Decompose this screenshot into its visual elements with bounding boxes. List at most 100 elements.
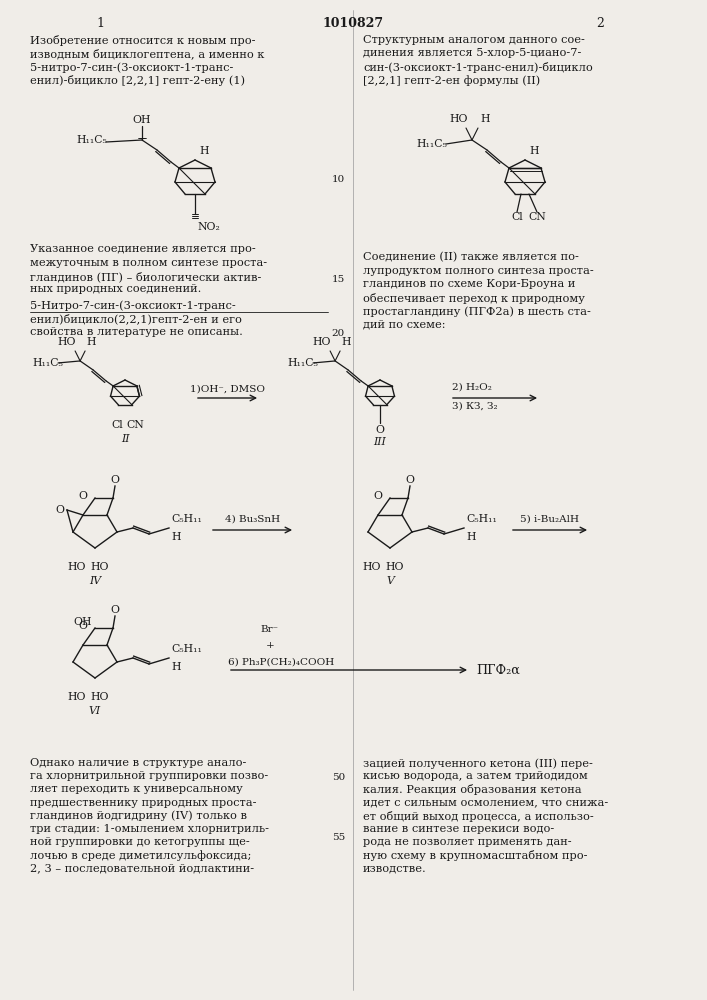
Text: Br⁻: Br⁻ xyxy=(261,625,279,634)
Text: O: O xyxy=(110,475,119,485)
Text: NO₂: NO₂ xyxy=(197,222,220,232)
Text: H₁₁C₅: H₁₁C₅ xyxy=(32,358,63,368)
Text: дий по схеме:: дий по схеме: xyxy=(363,320,445,330)
Text: HO: HO xyxy=(363,562,381,572)
Text: 55: 55 xyxy=(332,834,345,842)
Text: предшественнику природных проста-: предшественнику природных проста- xyxy=(30,798,257,808)
Text: H: H xyxy=(480,114,489,124)
Text: лочью в среде диметилсульфоксида;: лочью в среде диметилсульфоксида; xyxy=(30,850,252,861)
Text: C₅H₁₁: C₅H₁₁ xyxy=(466,514,497,524)
Text: Соединение (II) также является по-: Соединение (II) также является по- xyxy=(363,252,579,262)
Text: син-(3-оксиокт-1-транс-енил)-бицикло: син-(3-оксиокт-1-транс-енил)-бицикло xyxy=(363,62,592,73)
Text: 1: 1 xyxy=(96,17,104,30)
Text: гландинов (ПГ) – биологически актив-: гландинов (ПГ) – биологически актив- xyxy=(30,271,262,282)
Text: H: H xyxy=(86,337,95,347)
Text: V: V xyxy=(386,576,394,586)
Text: HO: HO xyxy=(90,562,110,572)
Text: обеспечивает переход к природному: обеспечивает переход к природному xyxy=(363,292,585,304)
Text: лупродуктом полного синтеза проста-: лупродуктом полного синтеза проста- xyxy=(363,265,594,275)
Text: калия. Реакция образования кетона: калия. Реакция образования кетона xyxy=(363,784,582,795)
Text: O: O xyxy=(406,475,414,485)
Text: H₁₁C₅: H₁₁C₅ xyxy=(416,139,447,149)
Text: C₅H₁₁: C₅H₁₁ xyxy=(171,644,202,654)
Text: 2, 3 – последовательной йодлактини-: 2, 3 – последовательной йодлактини- xyxy=(30,864,254,874)
Text: II: II xyxy=(121,434,129,444)
Text: O: O xyxy=(78,491,87,501)
Text: гландинов йодгидрину (IV) только в: гландинов йодгидрину (IV) только в xyxy=(30,811,247,821)
Text: Cl: Cl xyxy=(111,420,123,430)
Text: HO: HO xyxy=(90,692,110,702)
Text: OH: OH xyxy=(74,617,92,627)
Text: рода не позволяет применять дан-: рода не позволяет применять дан- xyxy=(363,837,572,847)
Text: H: H xyxy=(529,146,539,156)
Text: 6) Ph₃P(CH₂)₄COOH: 6) Ph₃P(CH₂)₄COOH xyxy=(228,658,334,667)
Text: 1010827: 1010827 xyxy=(322,17,384,30)
Text: HO: HO xyxy=(57,337,76,347)
Text: 1)OH⁻, DMSO: 1)OH⁻, DMSO xyxy=(190,385,265,394)
Text: га хлорнитрильной группировки позво-: га хлорнитрильной группировки позво- xyxy=(30,771,268,781)
Text: три стадии: 1-омылением хлорнитриль-: три стадии: 1-омылением хлорнитриль- xyxy=(30,824,269,834)
Text: O: O xyxy=(110,605,119,615)
Text: изводным бициклогептена, а именно к: изводным бициклогептена, а именно к xyxy=(30,48,264,59)
Text: O: O xyxy=(375,425,385,435)
Text: HO: HO xyxy=(450,114,468,124)
Text: VI: VI xyxy=(89,706,101,716)
Text: енил)бицикло(2,2,1)гепт-2-ен и его: енил)бицикло(2,2,1)гепт-2-ен и его xyxy=(30,314,242,324)
Text: 3) КЗ, З₂: 3) КЗ, З₂ xyxy=(452,402,498,411)
Text: Структурным аналогом данного сое-: Структурным аналогом данного сое- xyxy=(363,35,585,45)
Text: H: H xyxy=(466,532,476,542)
Text: 5-Нитро-7-син-(3-оксиокт-1-транс-: 5-Нитро-7-син-(3-оксиокт-1-транс- xyxy=(30,300,235,311)
Text: свойства в литературе не описаны.: свойства в литературе не описаны. xyxy=(30,327,243,337)
Text: зацией полученного кетона (III) пере-: зацией полученного кетона (III) пере- xyxy=(363,758,593,769)
Text: ПГФ₂α: ПГФ₂α xyxy=(476,664,520,676)
Text: Изобретение относится к новым про-: Изобретение относится к новым про- xyxy=(30,35,255,46)
Text: O: O xyxy=(373,491,382,501)
Text: ной группировки до кетогруппы ще-: ной группировки до кетогруппы ще- xyxy=(30,837,250,847)
Text: C₅H₁₁: C₅H₁₁ xyxy=(171,514,202,524)
Text: HO: HO xyxy=(386,562,404,572)
Text: CN: CN xyxy=(528,212,546,222)
Text: 50: 50 xyxy=(332,774,345,782)
Text: 2) H₂O₂: 2) H₂O₂ xyxy=(452,383,492,392)
Text: гландинов по схеме Кори-Броуна и: гландинов по схеме Кори-Броуна и xyxy=(363,279,575,289)
Text: H₁₁C₅: H₁₁C₅ xyxy=(76,135,107,145)
Text: межуточным в полном синтезе проста-: межуточным в полном синтезе проста- xyxy=(30,257,267,267)
Text: +: + xyxy=(266,642,274,650)
Text: енил)-бицикло [2,2,1] гепт-2-ену (1): енил)-бицикло [2,2,1] гепт-2-ену (1) xyxy=(30,76,245,87)
Text: ных природных соединений.: ных природных соединений. xyxy=(30,284,201,294)
Text: H: H xyxy=(199,146,209,156)
Text: 15: 15 xyxy=(332,275,345,284)
Text: ет общий выход процесса, а использо-: ет общий выход процесса, а использо- xyxy=(363,811,594,822)
Text: Однако наличие в структуре анало-: Однако наличие в структуре анало- xyxy=(30,758,246,768)
Text: идет с сильным осмолением, что снижа-: идет с сильным осмолением, что снижа- xyxy=(363,798,608,808)
Text: ляет переходить к универсальному: ляет переходить к универсальному xyxy=(30,784,243,794)
Text: CN: CN xyxy=(126,420,144,430)
Text: простагландину (ПГФ2a) в шесть ста-: простагландину (ПГФ2a) в шесть ста- xyxy=(363,306,591,317)
Text: HO: HO xyxy=(68,562,86,572)
Text: IV: IV xyxy=(89,576,101,586)
Text: Указанное соединение является про-: Указанное соединение является про- xyxy=(30,244,256,254)
Text: H: H xyxy=(171,532,180,542)
Text: O: O xyxy=(55,505,64,515)
Text: Cl: Cl xyxy=(511,212,523,222)
Text: 4) Bu₃SnH: 4) Bu₃SnH xyxy=(225,515,280,524)
Text: вание в синтезе перекиси водо-: вание в синтезе перекиси водо- xyxy=(363,824,554,834)
Text: III: III xyxy=(373,437,386,447)
Text: 10: 10 xyxy=(332,176,345,184)
Text: 5-нитро-7-син-(3-оксиокт-1-транс-: 5-нитро-7-син-(3-оксиокт-1-транс- xyxy=(30,62,233,73)
Text: H₁₁C₅: H₁₁C₅ xyxy=(287,358,318,368)
Text: HO: HO xyxy=(312,337,331,347)
Text: H: H xyxy=(171,662,180,672)
Text: HO: HO xyxy=(68,692,86,702)
Text: H: H xyxy=(341,337,351,347)
Text: OH: OH xyxy=(133,115,151,125)
Text: кисью водорода, а затем трийодидом: кисью водорода, а затем трийодидом xyxy=(363,771,588,781)
Text: динения является 5-хлор-5-циано-7-: динения является 5-хлор-5-циано-7- xyxy=(363,48,581,58)
Text: изводстве.: изводстве. xyxy=(363,864,427,874)
Text: ную схему в крупномасштабном про-: ную схему в крупномасштабном про- xyxy=(363,850,588,861)
Text: 5) i-Bu₂AlH: 5) i-Bu₂AlH xyxy=(520,515,580,524)
Text: [2,2,1] гепт-2-ен формулы (II): [2,2,1] гепт-2-ен формулы (II) xyxy=(363,76,540,86)
Text: O: O xyxy=(78,621,87,631)
Text: 20: 20 xyxy=(332,328,345,338)
Text: 2: 2 xyxy=(596,17,604,30)
